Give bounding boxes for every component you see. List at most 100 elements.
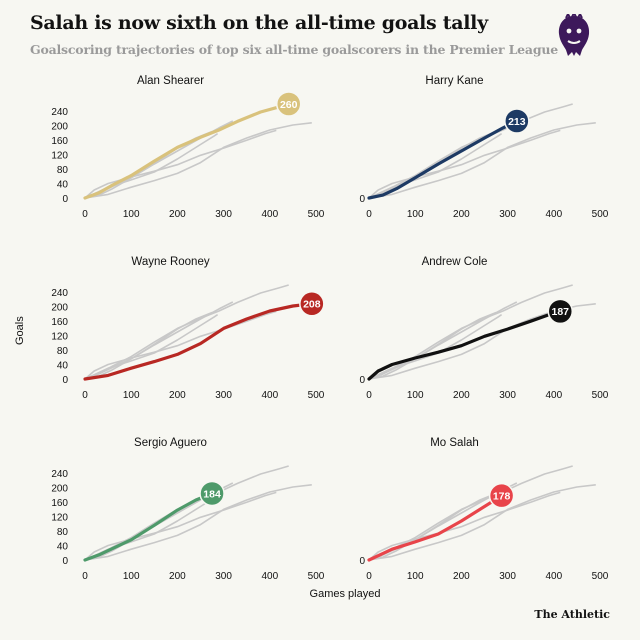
y-tick-label: 0 — [62, 194, 68, 205]
y-tick-label: 120 — [51, 332, 68, 343]
final-value-marker — [299, 291, 325, 317]
background-line-andrew-cole — [84, 310, 277, 380]
x-tick-label: 100 — [407, 209, 424, 220]
background-line-andrew-cole — [368, 491, 561, 561]
background-line-wayne-rooney — [84, 122, 312, 199]
x-tick-label: 100 — [123, 390, 140, 401]
x-tick-label: 100 — [123, 571, 140, 582]
y-axis-label: Goals — [14, 316, 26, 345]
x-tick-label: 200 — [453, 209, 470, 220]
background-line-alan-shearer — [84, 284, 289, 380]
final-value-marker — [504, 108, 530, 134]
final-value-marker — [488, 482, 515, 509]
y-tick-label: 240 — [51, 469, 68, 480]
y-tick-label: 200 — [51, 303, 68, 314]
x-tick-label: 0 — [366, 571, 372, 582]
final-value-label: 260 — [280, 99, 298, 111]
panel-mo-salah: Mo Salah 00 100 200 300 400 500 178 — [359, 437, 608, 582]
background-line-sergio-aguero — [368, 311, 497, 380]
y-tick-label: 40 — [57, 361, 69, 372]
panel-wayne-rooney: Wayne Rooney 0 40 80 120 160 200 240 0 100 200 300 4… — [51, 256, 324, 401]
x-tick-label: 500 — [308, 209, 325, 220]
background-line-wayne-rooney — [368, 484, 596, 561]
brand-logo: The Athletic — [534, 608, 610, 621]
x-tick-label: 300 — [499, 209, 516, 220]
final-value-label: 187 — [552, 306, 570, 318]
panel-title: Wayne Rooney — [131, 256, 209, 268]
y-tick-label: 160 — [51, 498, 68, 509]
y-tick-label: 40 — [57, 180, 69, 191]
background-line-andrew-cole — [84, 491, 277, 561]
y-tick-label: 0 — [62, 556, 68, 567]
final-value-marker — [547, 298, 574, 325]
x-tick-label: 0 — [82, 571, 88, 582]
page-title: Salah is now sixth on the all-time goals… — [30, 12, 488, 34]
y-tick-label: 160 — [51, 136, 68, 147]
x-tick-label: 200 — [169, 209, 186, 220]
final-value-marker — [199, 480, 225, 507]
x-tick-label: 300 — [499, 571, 516, 582]
y-tick-label: 0 — [62, 375, 68, 386]
series-line-alan-shearer — [83, 102, 291, 200]
panel-alan-shearer: Alan Shearer 0 40 80 120 160 200 240 0 100 200 300 4… — [51, 75, 324, 220]
x-tick-label: 100 — [407, 390, 424, 401]
x-tick-label: 500 — [308, 571, 325, 582]
panel-title: Alan Shearer — [137, 75, 204, 87]
panel-sergio-aguero: Sergio Aguero 0 40 80 120 160 200 240 0 100 200 300… — [51, 437, 324, 582]
x-tick-label: 200 — [453, 390, 470, 401]
series-line-andrew-cole — [367, 309, 562, 381]
y-tick-label: 160 — [51, 317, 68, 328]
premier-league-lion-icon — [558, 14, 590, 56]
x-tick-label: 0 — [366, 209, 372, 220]
x-tick-label: 400 — [545, 571, 562, 582]
x-tick-label: 400 — [545, 390, 562, 401]
x-tick-label: 400 — [261, 390, 278, 401]
final-value-label: 213 — [508, 116, 526, 128]
x-tick-label: 300 — [215, 209, 232, 220]
panel-andrew-cole: Andrew Cole 00 100 200 300 400 500 187 — [359, 256, 608, 401]
y-tick-label: 120 — [51, 151, 68, 162]
x-tick-label: 300 — [215, 390, 232, 401]
panel-title: Sergio Aguero — [134, 437, 207, 449]
series-line-wayne-rooney — [83, 302, 314, 381]
background-line-alan-shearer — [368, 284, 573, 380]
y-tick-label: 40 — [57, 542, 69, 553]
y-tick-label: 0 — [359, 375, 365, 386]
background-line-sergio-aguero — [84, 311, 213, 380]
panel-title: Andrew Cole — [422, 256, 488, 268]
y-tick-label: 0 — [359, 556, 365, 567]
y-tick-label: 120 — [51, 513, 68, 524]
background-line-mo-salah — [84, 313, 219, 380]
x-tick-label: 500 — [592, 390, 609, 401]
y-tick-label: 240 — [51, 107, 68, 118]
panel-title: Mo Salah — [430, 437, 479, 449]
series-line-sergio-aguero — [83, 491, 214, 562]
y-tick-label: 0 — [359, 194, 365, 205]
x-tick-label: 400 — [261, 571, 278, 582]
x-tick-label: 0 — [82, 390, 88, 401]
y-tick-label: 200 — [51, 122, 68, 133]
background-line-andrew-cole — [84, 129, 277, 199]
x-tick-label: 300 — [499, 390, 516, 401]
background-line-mo-salah — [368, 132, 503, 199]
y-tick-label: 80 — [57, 527, 69, 538]
y-tick-label: 240 — [51, 288, 68, 299]
panel-harry-kane: Harry Kane 00 100 200 300 400 500 213 — [359, 75, 608, 220]
y-tick-label: 80 — [57, 346, 69, 357]
background-line-wayne-rooney — [84, 484, 312, 561]
x-tick-label: 100 — [407, 571, 424, 582]
final-value-label: 208 — [303, 299, 321, 311]
y-tick-label: 80 — [57, 165, 69, 176]
x-tick-label: 300 — [215, 571, 232, 582]
background-line-wayne-rooney — [368, 122, 596, 199]
x-tick-label: 500 — [592, 209, 609, 220]
final-value-label: 184 — [203, 488, 221, 500]
x-tick-label: 200 — [169, 390, 186, 401]
x-tick-label: 0 — [366, 390, 372, 401]
x-tick-label: 0 — [82, 209, 88, 220]
x-tick-label: 200 — [453, 571, 470, 582]
x-tick-label: 500 — [592, 571, 609, 582]
x-tick-label: 500 — [308, 390, 325, 401]
panel-title: Harry Kane — [425, 75, 483, 87]
